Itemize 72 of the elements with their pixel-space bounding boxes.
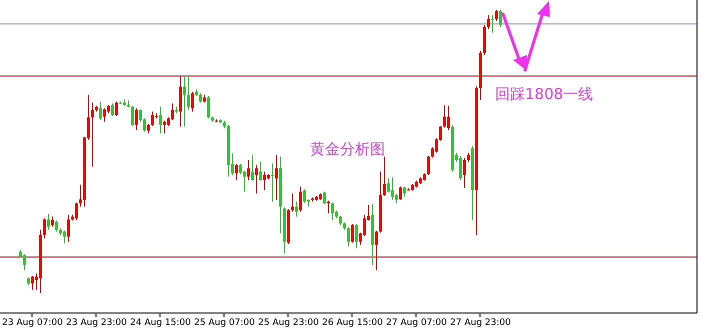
candlestick — [487, 14, 490, 30]
candlestick — [331, 202, 334, 220]
candlestick — [291, 192, 294, 212]
candlestick — [491, 14, 494, 34]
candlestick — [207, 96, 210, 119]
candlestick — [151, 111, 154, 127]
candlestick — [55, 220, 58, 232]
candlestick — [115, 101, 118, 117]
x-tick-label: 23 Aug 23:00 — [66, 318, 128, 328]
candlestick — [467, 152, 470, 162]
candlestick — [255, 164, 258, 194]
candlestick — [199, 92, 202, 104]
candlestick — [495, 10, 498, 22]
candlestick — [111, 102, 114, 117]
candlestick — [131, 105, 134, 127]
candlestick — [187, 75, 190, 110]
x-tick-label: 23 Aug 07:00 — [2, 318, 64, 328]
candlestick — [387, 178, 390, 194]
candlestick — [47, 214, 50, 230]
candlestick — [183, 75, 186, 128]
candlestick — [347, 226, 350, 248]
candlestick — [327, 200, 330, 214]
x-tick-label: 25 Aug 23:00 — [258, 318, 320, 328]
candlestick — [499, 10, 502, 28]
candlestick — [375, 230, 378, 271]
candlestick — [159, 106, 162, 134]
candlestick — [23, 254, 26, 271]
candlestick — [351, 223, 354, 244]
candlestick — [103, 108, 106, 122]
candlestick — [43, 218, 46, 239]
candlestick — [263, 171, 266, 190]
candlestick — [163, 120, 166, 134]
candlestick — [459, 156, 462, 181]
candlestick — [443, 104, 446, 128]
candlestick — [427, 156, 430, 176]
candlestick — [191, 91, 194, 112]
candlestick — [31, 276, 34, 290]
candlestick — [75, 202, 78, 220]
candlestick — [323, 191, 326, 205]
candlestick — [147, 124, 150, 134]
annotation: 黄金分析图 — [310, 140, 385, 158]
candlestick — [447, 105, 450, 130]
candlestick — [259, 161, 262, 182]
candlestick — [303, 188, 306, 204]
candlestick — [235, 163, 238, 181]
candlestick — [463, 158, 466, 189]
candlestick — [299, 186, 302, 212]
candlestick — [135, 108, 138, 130]
candlestick — [395, 193, 398, 204]
x-tick-label: 27 Aug 07:00 — [386, 318, 448, 328]
candlestick — [67, 214, 70, 242]
candlestick — [251, 154, 254, 182]
candlestick — [355, 223, 358, 249]
candlestick — [239, 163, 242, 175]
candlestick — [383, 156, 386, 196]
candlestick — [171, 102, 174, 121]
candlestick — [51, 216, 54, 228]
candlestick — [91, 102, 94, 168]
x-tick-label: 24 Aug 15:00 — [130, 318, 192, 328]
x-tick-label: 27 Aug 23:00 — [450, 318, 512, 328]
candlestick — [247, 159, 250, 181]
candlestick — [339, 216, 342, 226]
candlestick — [399, 186, 402, 200]
candlestick — [63, 230, 66, 244]
candlestick — [275, 154, 278, 200]
candlestick — [99, 101, 102, 121]
candlestick — [403, 186, 406, 198]
x-tick-label: 26 Aug 15:00 — [322, 318, 384, 328]
annotation: 回踩1808一线 — [495, 85, 594, 103]
x-tick-label: 25 Aug 07:00 — [194, 318, 256, 328]
candlestick — [295, 201, 298, 218]
candlestick — [391, 176, 394, 200]
